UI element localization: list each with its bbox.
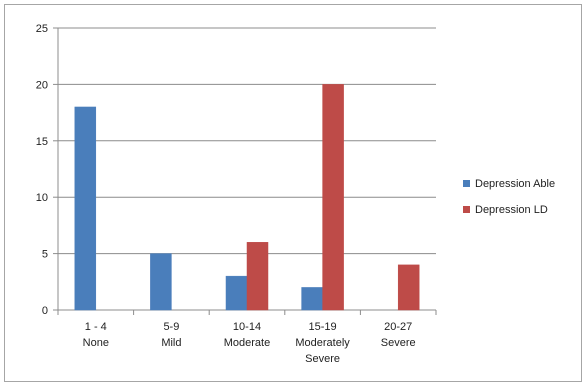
bar-depression-ld xyxy=(322,84,344,311)
y-tick-label: 0 xyxy=(42,305,48,317)
bar-depression-able xyxy=(150,253,172,311)
gridlines xyxy=(58,27,436,255)
legend-swatch xyxy=(463,180,470,187)
legend-label: Depression Able xyxy=(475,178,555,190)
x-tick-label: Mild xyxy=(161,337,181,349)
legend-label: Depression LD xyxy=(475,204,548,216)
bar-depression-able xyxy=(301,287,323,311)
x-axis-ticks: 1 - 4 None 5-9 Mild 10-14 Moderate 15-19 Modera… xyxy=(57,310,437,365)
x-tick-label: None xyxy=(83,337,109,349)
x-tick-label: 10-14 xyxy=(233,321,261,333)
x-tick-label: 15-19 xyxy=(309,321,337,333)
chart-frame xyxy=(4,4,582,382)
bar-depression-able xyxy=(225,275,248,311)
y-tick-label: 20 xyxy=(36,79,48,91)
x-tick-label: Severe xyxy=(305,353,340,365)
legend: Depression Able Depression LD xyxy=(463,178,555,216)
x-tick-label: 20-27 xyxy=(384,321,412,333)
x-tick-label: Moderately xyxy=(295,337,350,349)
y-axis-ticks: 0 5 10 15 20 25 xyxy=(36,23,58,317)
y-tick-label: 25 xyxy=(36,23,48,35)
bar-depression-ld xyxy=(246,242,269,311)
x-tick-label: 5-9 xyxy=(163,321,179,333)
x-tick-label: 1 - 4 xyxy=(85,321,107,333)
x-tick-label: Moderate xyxy=(224,337,270,349)
bar-depression-able xyxy=(74,106,97,311)
bar-depression-ld xyxy=(397,264,420,311)
y-tick-label: 15 xyxy=(36,136,48,148)
y-tick-label: 5 xyxy=(42,249,48,261)
bars xyxy=(74,84,420,311)
legend-swatch xyxy=(463,206,470,213)
x-tick-label: Severe xyxy=(381,337,416,349)
y-tick-label: 10 xyxy=(36,192,48,204)
